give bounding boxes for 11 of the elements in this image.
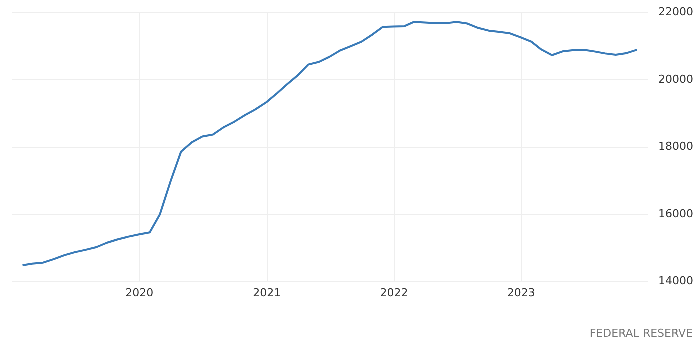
y-tick-label: 14000 <box>658 274 694 288</box>
text: FEDERAL RESERVE <box>590 327 694 337</box>
line-series <box>22 21 638 267</box>
y-tick-label: 18000 <box>658 140 694 153</box>
x-tick-label: 2020 <box>126 286 154 300</box>
x-tick-label: 2021 <box>253 286 282 300</box>
x-tick-label: 2023 <box>507 286 536 300</box>
y-tick-label: 20000 <box>658 72 694 86</box>
x-tick-label: 2022 <box>380 286 408 300</box>
y-tick-label: 22000 <box>658 6 694 18</box>
y-tick-label: 16000 <box>658 207 694 220</box>
